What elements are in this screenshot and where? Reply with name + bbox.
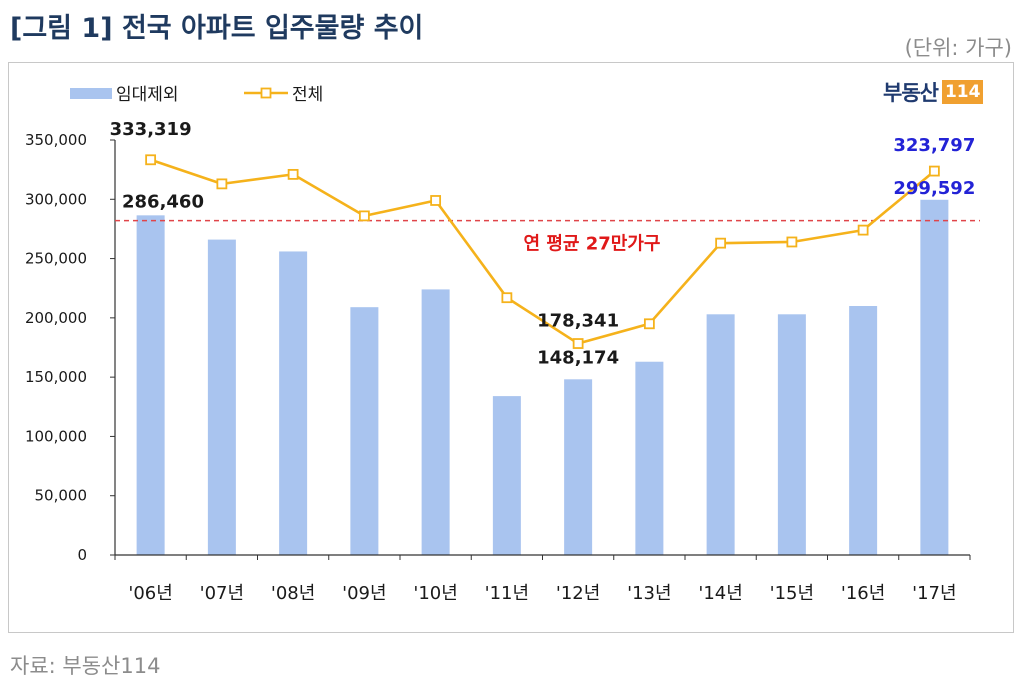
data-label-4: 323,797: [893, 135, 975, 156]
logo-text: 부동산: [883, 81, 939, 105]
y-tick-label-3: 150,000: [25, 368, 87, 386]
bar-3: [350, 307, 379, 555]
line-marker-6: [572, 338, 584, 349]
y-tick-label-2: 100,000: [25, 427, 87, 445]
line-marker-1: [216, 178, 228, 190]
line-marker-4: [430, 195, 442, 206]
x-tick-label-3: '09년: [342, 583, 386, 604]
source-note: 자료: 부동산114: [10, 654, 161, 678]
line-marker-10: [857, 224, 869, 236]
legend-line-marker: [260, 87, 272, 99]
bar-0: [136, 215, 165, 556]
x-tick-label-11: '17년: [912, 583, 956, 604]
bar-1: [207, 239, 236, 555]
average-label: 연 평균 27만가구: [524, 234, 661, 255]
data-label-0: 333,319: [110, 119, 192, 140]
chart-title: [그림 1] 전국 아파트 입주물량 추이: [10, 13, 424, 44]
x-tick-label-4: '10년: [413, 583, 457, 604]
x-tick-label-1: '07년: [200, 583, 244, 604]
legend-line-label: 전체: [292, 85, 323, 105]
unit-note: (단위: 가구): [904, 36, 1012, 60]
line-marker-5: [501, 292, 513, 304]
bar-2: [279, 251, 308, 555]
x-tick-label-8: '14년: [698, 583, 742, 604]
line-marker-2: [287, 168, 299, 180]
data-label-1: 286,460: [122, 191, 204, 212]
line-marker-7: [643, 318, 655, 330]
line-marker-0: [145, 154, 157, 166]
bar-7: [635, 361, 664, 555]
x-tick-label-5: '11년: [485, 583, 529, 604]
y-tick-label-5: 250,000: [25, 250, 87, 268]
line-marker-3: [358, 210, 370, 222]
line-marker-8: [715, 237, 727, 249]
y-tick-label-4: 200,000: [25, 309, 87, 327]
bar-4: [421, 289, 450, 555]
x-tick-label-10: '16년: [841, 583, 885, 604]
bar-5: [492, 396, 521, 555]
x-tick-label-2: '08년: [271, 583, 315, 604]
y-tick-label-0: 0: [77, 546, 87, 564]
line-marker-9: [786, 236, 798, 248]
x-tick-label-7: '13년: [627, 583, 671, 604]
bar-9: [777, 314, 806, 555]
y-tick-label-7: 350,000: [25, 131, 87, 149]
bar-11: [920, 199, 949, 556]
legend-bar-swatch: [70, 88, 112, 99]
brand-logo: 부동산 114: [883, 78, 984, 106]
chart-frame: [8, 62, 1014, 633]
line-series: [150, 158, 936, 345]
data-label-3: 148,174: [537, 347, 619, 368]
y-tick-label-6: 300,000: [25, 190, 87, 208]
logo-badge: 114: [941, 80, 984, 104]
line-marker-11: [928, 165, 940, 177]
data-label-2: 178,341: [537, 311, 619, 332]
bar-8: [706, 314, 735, 555]
bar-6: [564, 379, 593, 555]
legend-bar-label: 임대제외: [116, 85, 179, 105]
x-tick-label-6: '12년: [556, 583, 600, 604]
bar-10: [849, 306, 878, 555]
x-tick-label-9: '15년: [770, 583, 814, 604]
data-label-5: 299,592: [893, 178, 975, 199]
y-tick-label-1: 50,000: [35, 487, 88, 505]
x-tick-label-0: '06년: [128, 583, 172, 604]
